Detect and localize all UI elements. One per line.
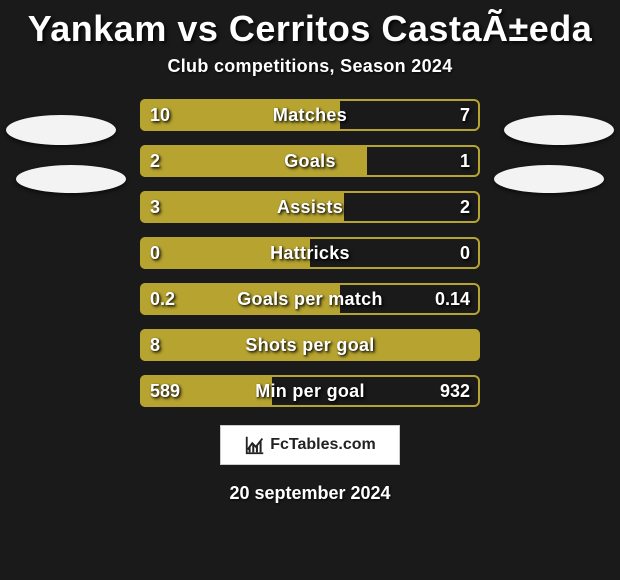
page-subtitle: Club competitions, Season 2024 — [0, 56, 620, 77]
stat-row: 00Hattricks — [140, 237, 480, 269]
stat-row: 8Shots per goal — [140, 329, 480, 361]
stat-row: 21Goals — [140, 145, 480, 177]
stat-row: 107Matches — [140, 99, 480, 131]
bar-fill — [140, 191, 344, 223]
player-left-shadow-2 — [16, 165, 126, 193]
comparison-bars: 107Matches 21Goals 32Assists 00Hattricks 0.2… — [140, 99, 480, 407]
brand-badge: FcTables.com — [220, 425, 400, 465]
bar-fill — [140, 329, 480, 361]
player-right-shadow-1 — [504, 115, 614, 145]
brand-text: FcTables.com — [270, 436, 376, 454]
bar-fill — [140, 283, 340, 315]
stat-row: 32Assists — [140, 191, 480, 223]
player-right-shadow-2 — [494, 165, 604, 193]
footer-date: 20 september 2024 — [0, 483, 620, 504]
bar-fill — [140, 375, 272, 407]
page-title: Yankam vs Cerritos CastaÃ±eda — [0, 8, 620, 50]
bar-fill — [140, 145, 367, 177]
chart-icon — [244, 434, 266, 456]
stat-row: 589932Min per goal — [140, 375, 480, 407]
player-left-shadow-1 — [6, 115, 116, 145]
stats-area: 107Matches 21Goals 32Assists 00Hattricks 0.2… — [0, 99, 620, 407]
stats-card: Yankam vs Cerritos CastaÃ±eda Club compe… — [0, 0, 620, 580]
stat-row: 0.20.14Goals per match — [140, 283, 480, 315]
bar-fill — [140, 99, 340, 131]
bar-fill — [140, 237, 310, 269]
